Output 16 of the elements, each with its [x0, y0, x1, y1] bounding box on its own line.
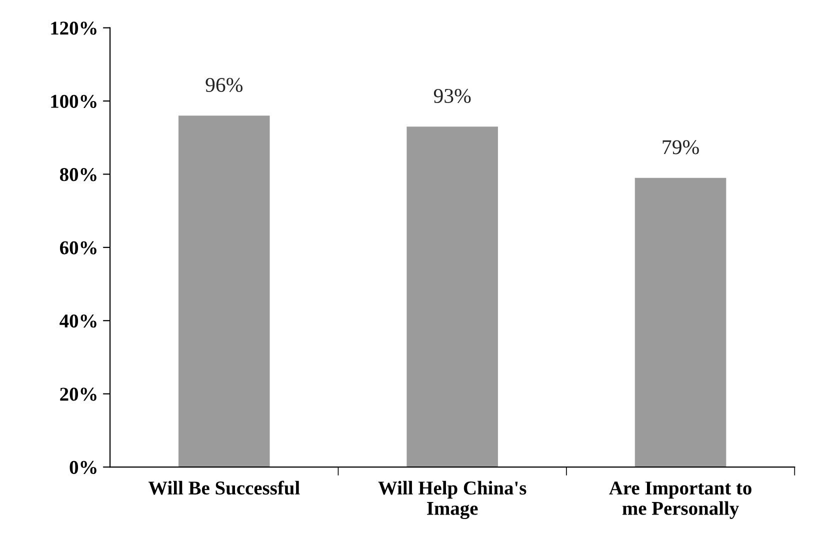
- x-tick-label: Will Help China's Image: [378, 480, 526, 520]
- x-tick-label: Are Important to me Personally: [609, 482, 752, 519]
- y-tick-label: 100%: [51, 94, 96, 108]
- y-tick-label: 60%: [60, 241, 96, 254]
- data-label: 96%: [206, 78, 243, 92]
- y-tick-label: 80%: [60, 168, 96, 182]
- y-tick-label: 40%: [60, 314, 96, 328]
- x-tick-label: Will Be Successful: [148, 480, 300, 495]
- bar: [406, 126, 498, 468]
- y-tick-label: 20%: [60, 388, 96, 401]
- data-label: 79%: [662, 140, 699, 154]
- data-label: 93%: [434, 88, 471, 104]
- y-tick-label: 120%: [51, 22, 96, 35]
- bar: [178, 116, 270, 468]
- bar: [634, 178, 726, 468]
- y-tick-label: 0%: [70, 460, 96, 474]
